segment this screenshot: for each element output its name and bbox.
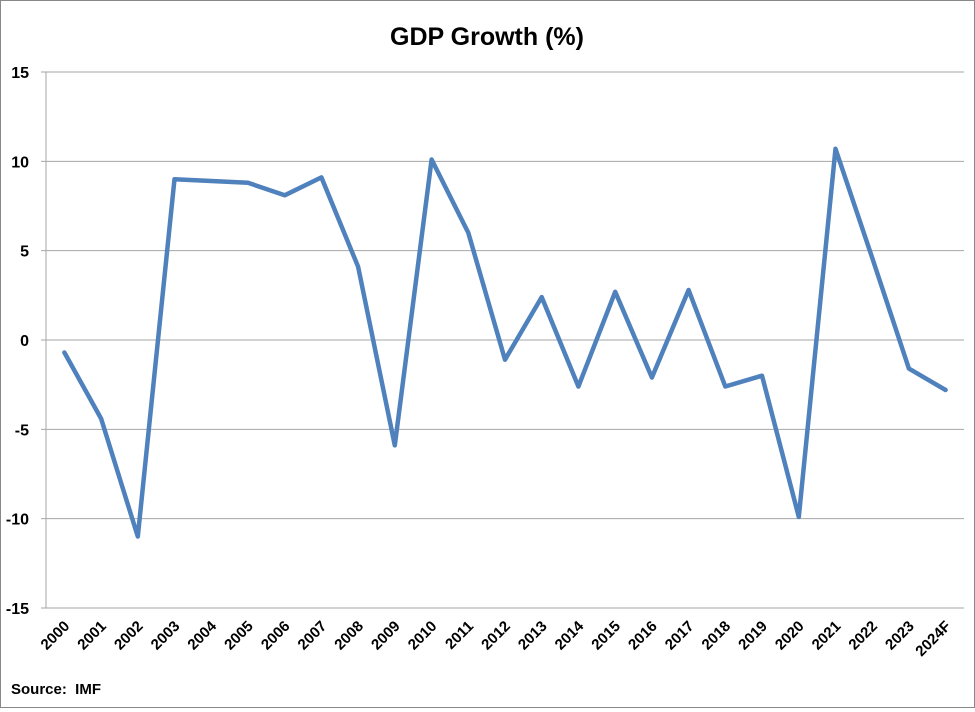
x-tick-label: 2003 xyxy=(148,618,184,654)
y-tick-label: 0 xyxy=(20,333,29,350)
x-tick-label: 2017 xyxy=(662,618,698,654)
x-tick-label: 2012 xyxy=(478,618,514,654)
y-tick-label: 10 xyxy=(11,154,29,171)
x-tick-label: 2011 xyxy=(442,618,477,653)
y-tick-label: -10 xyxy=(6,512,29,529)
x-tick-label: 2001 xyxy=(74,618,110,654)
series-line xyxy=(64,149,945,537)
x-tick-label: 2015 xyxy=(588,618,624,654)
x-tick-label: 2000 xyxy=(38,618,74,654)
x-tick-label: 2018 xyxy=(699,618,735,654)
x-tick-label: 2007 xyxy=(295,618,331,654)
x-tick-label: 2014 xyxy=(552,617,588,653)
source-note: Source: IMF xyxy=(11,681,101,698)
x-tick-label: 2019 xyxy=(735,618,771,654)
y-tick-label: 5 xyxy=(20,244,29,261)
gridlines xyxy=(46,72,964,608)
chart-title: GDP Growth (%) xyxy=(390,23,584,51)
x-tick-label: 2020 xyxy=(772,618,808,654)
x-tick-label: 2022 xyxy=(845,618,881,654)
x-tick-label: 2024F xyxy=(912,618,954,660)
x-tick-label: 2005 xyxy=(221,618,257,654)
y-tick-label: -15 xyxy=(6,601,29,618)
x-tick-label: 2004 xyxy=(184,617,220,653)
x-tick-label: 2016 xyxy=(625,618,661,654)
y-tick-label: -5 xyxy=(15,422,29,439)
y-axis: 15 10 5 0 -5 -10 -15 xyxy=(6,65,46,618)
x-tick-label: 2009 xyxy=(368,618,404,654)
x-tick-label: 2010 xyxy=(405,618,441,654)
y-tick-label: 15 xyxy=(11,65,29,82)
x-tick-label: 2002 xyxy=(111,618,147,654)
x-tick-label: 2021 xyxy=(809,618,845,654)
series xyxy=(64,149,945,537)
x-tick-label: 2013 xyxy=(515,618,551,654)
x-tick-label: 2006 xyxy=(258,618,294,654)
x-tick-label: 2008 xyxy=(331,618,367,654)
